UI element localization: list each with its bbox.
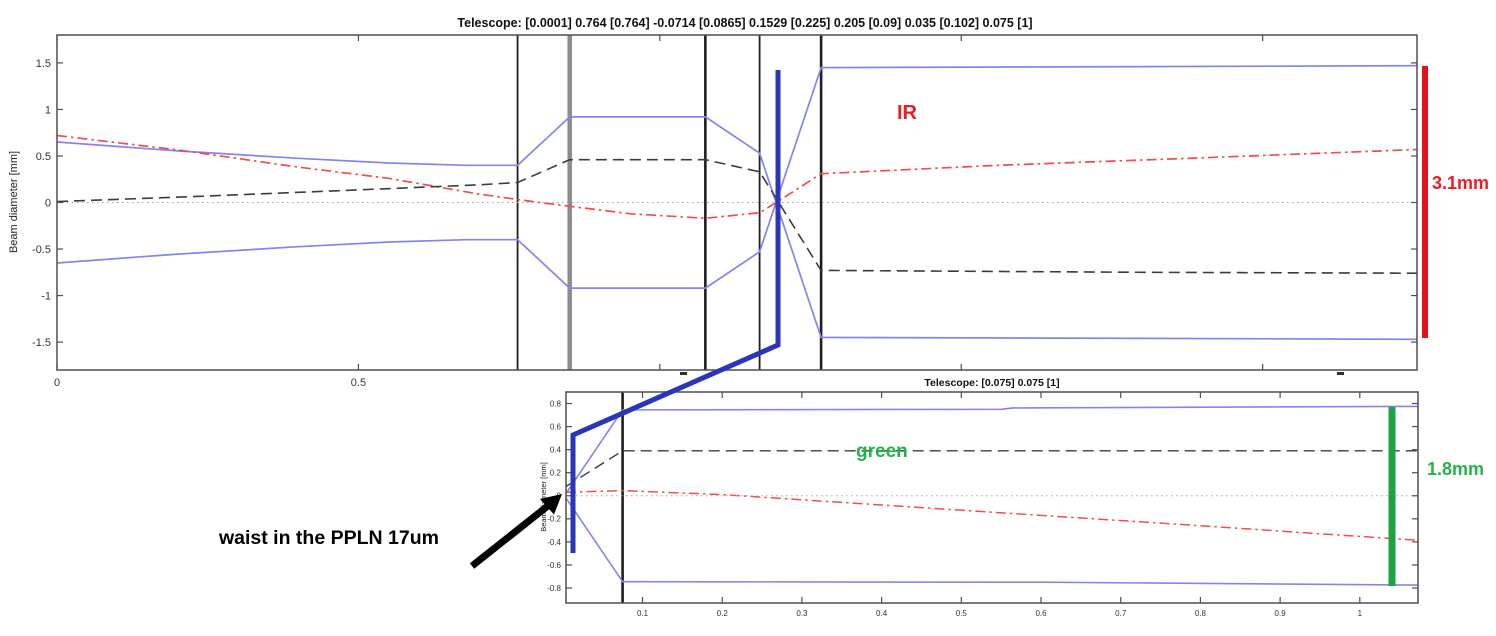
zoom-callout-line	[570, 70, 781, 553]
tick-label: 0.4	[876, 609, 888, 618]
tick-label: 0.5	[956, 609, 968, 618]
tick-label: 0.6	[550, 422, 562, 431]
series-ir-beam-edge-upper	[56, 116, 1418, 341]
series-green-ray-black	[565, 450, 1418, 488]
ir-plot-area: 0 0.5 1.5 1 0.5 0 -0.5 -1 -1.5	[32, 34, 1418, 389]
tick-label: 0.4	[550, 446, 562, 455]
series-ir-ray-black	[56, 158, 1418, 275]
series-green-beam-edge-lower	[565, 497, 1419, 586]
obscured-tick-remnant	[1337, 372, 1344, 375]
tick-label: 0.8	[1195, 609, 1207, 618]
series-green-beam-edge-upper	[565, 405, 1419, 494]
top-plot-title: Telescope: [0.0001] 0.764 [0.764] -0.071…	[457, 16, 1032, 30]
ir-diameter-label: 3.1mm	[1432, 173, 1490, 193]
green-beam-label: green	[856, 441, 908, 462]
tick-label: -0.8	[547, 584, 561, 593]
tick-label: 1.5	[36, 58, 51, 70]
tick-label: 0.5	[36, 151, 51, 163]
hand-annotations	[469, 66, 1428, 586]
top-plot-ylabel: Beam diameter [mm]	[8, 151, 20, 253]
tick-label: -0.6	[547, 561, 561, 570]
tick-label: -0.4	[547, 538, 561, 547]
tick-label: 0.2	[550, 469, 562, 478]
tick-label: 0.2	[717, 609, 729, 618]
series-ir-ray-red	[56, 134, 1418, 220]
series-green-ray-red	[565, 489, 1419, 541]
tick-label: -0.5	[32, 244, 51, 256]
tick-label: -1.5	[32, 337, 51, 349]
green-diameter-label: 1.8mm	[1427, 459, 1485, 479]
tick-label: 0.5	[351, 377, 366, 389]
series-ir-beam-edge-lower	[56, 64, 1418, 289]
tick-label: 0.7	[1115, 609, 1127, 618]
bottom-plot-ylabel: Beam diameter [mm]	[539, 462, 548, 532]
tick-label: 1	[45, 104, 51, 116]
tick-label: 0.1	[637, 609, 649, 618]
waist-note: waist in the PPLN 17um	[219, 527, 439, 549]
tick-label: 1	[1358, 609, 1363, 618]
bottom-plot-title: Telescope: [0.075] 0.075 [1]	[924, 377, 1059, 389]
tick-label: 0.3	[796, 609, 808, 618]
green-plot-area: 0.1 0.2 0.3 0.4 0.5 0.6 0.7 0.8 0.9 1 0.8 0.6 0.4 0.2…	[547, 391, 1419, 618]
tick-label: 0.8	[550, 399, 562, 408]
waist-arrow-head	[540, 494, 562, 515]
ir-beam-label: IR	[897, 102, 917, 124]
tick-label: 0.9	[1275, 609, 1287, 618]
tick-label: -0.2	[547, 515, 561, 524]
waist-arrow-shaft	[469, 502, 552, 569]
tick-label: 0.6	[1035, 609, 1047, 618]
tick-label: -1	[41, 291, 51, 303]
tick-label: 0	[45, 197, 51, 209]
tick-label: 0	[54, 377, 60, 389]
obscured-tick-remnant	[680, 372, 687, 375]
